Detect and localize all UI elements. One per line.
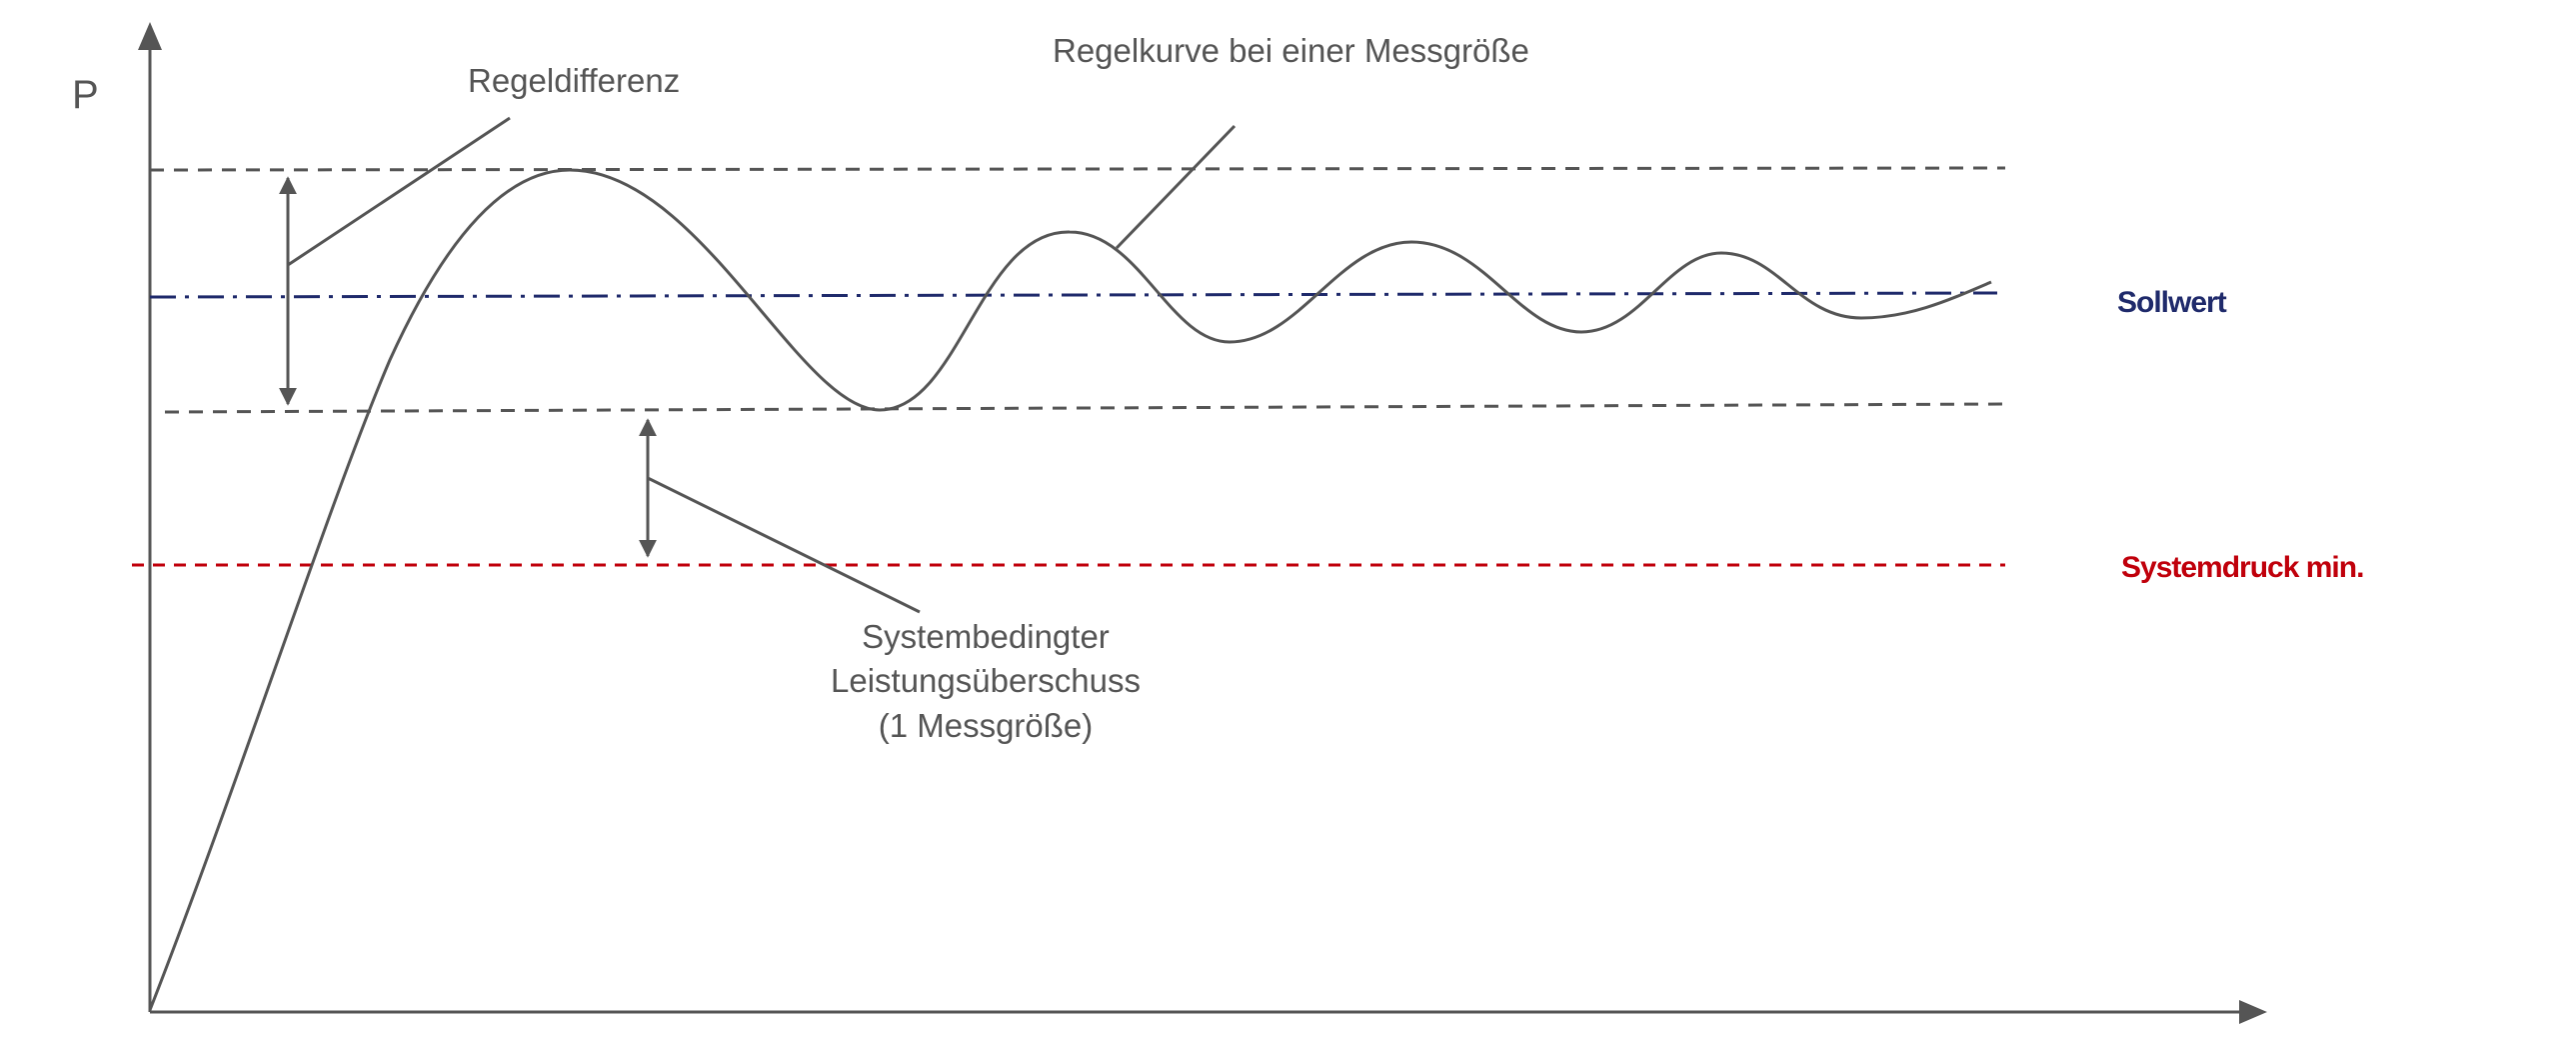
systemdruck-label: Systemdruck min. [2121,551,2363,584]
regeldifferenz-label: Regeldifferenz [468,62,680,99]
regelkurve-leader [1115,124,1237,250]
ueberschuss-label-line2: Leistungsüberschuss [831,662,1141,699]
sollwert-label: Sollwert [2117,286,2227,319]
regelkurve-label: Regelkurve bei einer Messgröße [1053,32,1529,69]
lower-band-line [164,402,2006,414]
setpoint-line [149,291,1998,299]
ueberschuss-leader [647,476,921,614]
ueberschuss-label-line1: Systembedingter [862,618,1110,655]
control-curve [148,168,1992,1011]
regeldifferenz-leader [287,116,511,267]
y-axis-label: P [72,73,99,117]
x-axis-arrowhead [2239,1000,2267,1024]
ueberschuss-label-line3: (1 Messgröße) [879,707,1094,744]
upper-band-line [149,166,2006,172]
y-axis-arrowhead [138,22,162,50]
